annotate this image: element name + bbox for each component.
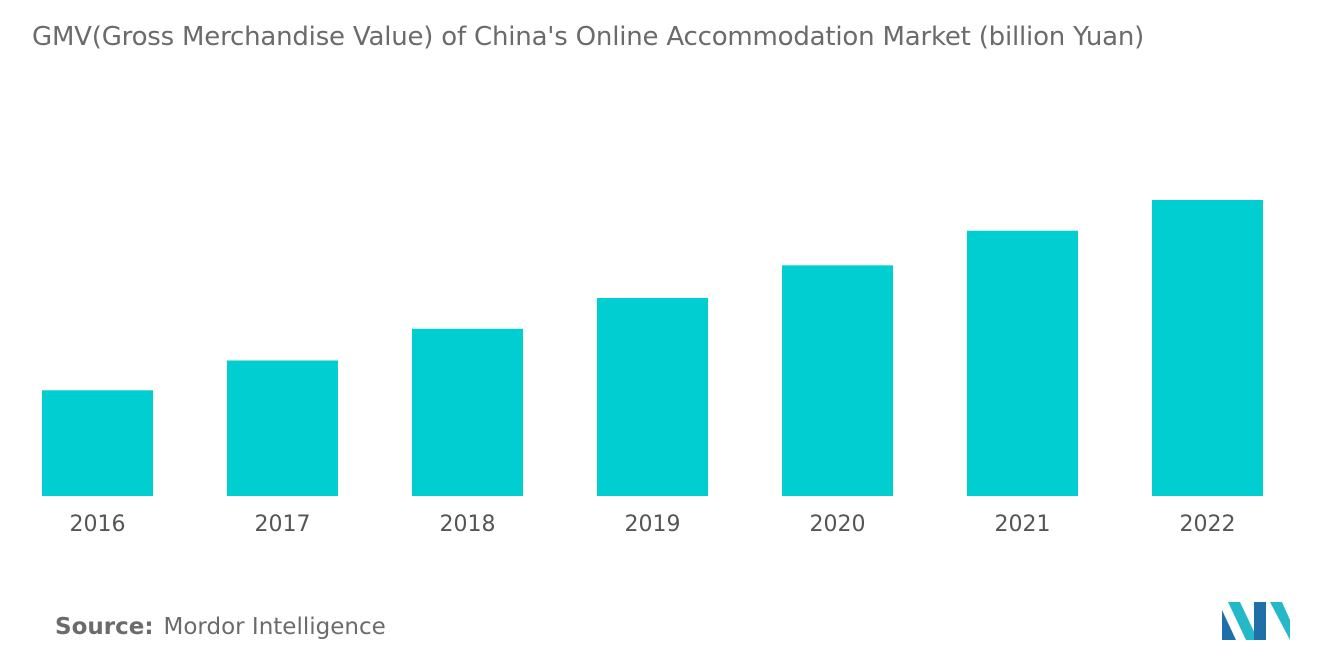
bar-2018 <box>412 328 523 496</box>
logo-stroke-1 <box>1222 610 1236 640</box>
bar-2017 <box>227 360 338 496</box>
bar-2022 <box>1152 199 1263 496</box>
bar-2016 <box>42 390 153 496</box>
x-tick-label-2016: 2016 <box>70 512 126 537</box>
bar-2020 <box>782 265 893 496</box>
x-axis-ticks: 2016 2017 2018 2019 2020 2021 2022 <box>70 512 1236 537</box>
x-tick-label-2019: 2019 <box>625 512 681 537</box>
logo-stroke-3 <box>1254 602 1266 640</box>
x-tick-label-2021: 2021 <box>995 512 1051 537</box>
bars-group <box>42 199 1263 496</box>
x-tick-label-2020: 2020 <box>810 512 866 537</box>
logo-stroke-4 <box>1270 602 1290 640</box>
chart-title: GMV(Gross Merchandise Value) of China's … <box>32 22 1145 52</box>
source-label: Source: <box>55 614 154 640</box>
mordor-logo-icon <box>1222 602 1290 640</box>
x-tick-label-2018: 2018 <box>440 512 496 537</box>
bar-2019 <box>597 298 708 496</box>
source-name: Mordor Intelligence <box>163 614 386 640</box>
x-tick-label-2022: 2022 <box>1180 512 1236 537</box>
source-credit: Source: Mordor Intelligence <box>55 614 386 640</box>
bar-2021 <box>967 230 1078 496</box>
bar-chart: 2016 2017 2018 2019 2020 2021 2022 <box>42 199 1263 537</box>
x-tick-label-2017: 2017 <box>255 512 311 537</box>
logo-stroke-2 <box>1228 602 1258 640</box>
